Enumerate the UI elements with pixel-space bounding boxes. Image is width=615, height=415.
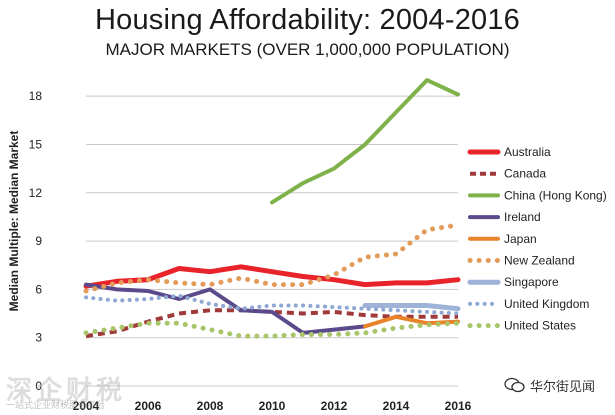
series-line-united-states bbox=[83, 320, 461, 339]
legend-label-new-zealand: New Zealand bbox=[504, 254, 575, 268]
legend-label-canada: Canada bbox=[504, 167, 546, 181]
y-tick-label-18: 18 bbox=[29, 89, 43, 103]
series-line-china-hong-kong- bbox=[270, 78, 460, 205]
series-line-ireland bbox=[84, 282, 367, 335]
legend-label-singapore: Singapore bbox=[504, 275, 559, 289]
x-tick-label-2010: 2010 bbox=[259, 399, 286, 413]
y-axis-label: Median Multiple: Median Market bbox=[7, 131, 21, 312]
y-tick-label-0: 0 bbox=[35, 379, 42, 393]
x-tick-label-2014: 2014 bbox=[383, 399, 410, 413]
chart-title: Housing Affordability: 2004-2016 bbox=[94, 4, 521, 36]
watermark-left: 深企财税 bbox=[6, 376, 127, 406]
series-line-singapore bbox=[362, 303, 461, 312]
legend-label-japan: Japan bbox=[504, 232, 537, 246]
x-tick-label-2012: 2012 bbox=[321, 399, 348, 413]
watermark-right: 华尔街见闻 bbox=[530, 380, 596, 395]
y-tick-label-9: 9 bbox=[35, 234, 42, 248]
chart-subtitle: MAJOR MARKETS (OVER 1,000,000 POPULATION… bbox=[105, 40, 510, 59]
series-line-australia bbox=[83, 264, 461, 289]
series-line-united-kingdom bbox=[84, 293, 460, 316]
x-tick-label-2004: 2004 bbox=[73, 399, 100, 413]
series-line-new-zealand bbox=[83, 222, 461, 294]
x-tick-label-2008: 2008 bbox=[197, 399, 224, 413]
series-line-japan bbox=[363, 314, 460, 329]
legend-label-united-kingdom: United Kingdom bbox=[504, 297, 589, 311]
wechat-icon bbox=[504, 377, 525, 393]
x-tick-label-2006: 2006 bbox=[135, 399, 162, 413]
y-tick-label-12: 12 bbox=[29, 186, 43, 200]
x-tick-label-2016: 2016 bbox=[445, 399, 472, 413]
watermark-left-small: 一站式企业财税服务平台 bbox=[6, 401, 106, 411]
legend-label-ireland: Ireland bbox=[504, 210, 541, 224]
y-tick-label-6: 6 bbox=[35, 282, 42, 296]
legend-label-australia: Australia bbox=[504, 145, 551, 159]
legend-label-china-hong-kong-: China (Hong Kong) bbox=[504, 188, 607, 202]
legend-label-united-states: United States bbox=[504, 319, 576, 333]
y-tick-label-3: 3 bbox=[35, 331, 42, 345]
y-tick-label-15: 15 bbox=[29, 137, 43, 151]
